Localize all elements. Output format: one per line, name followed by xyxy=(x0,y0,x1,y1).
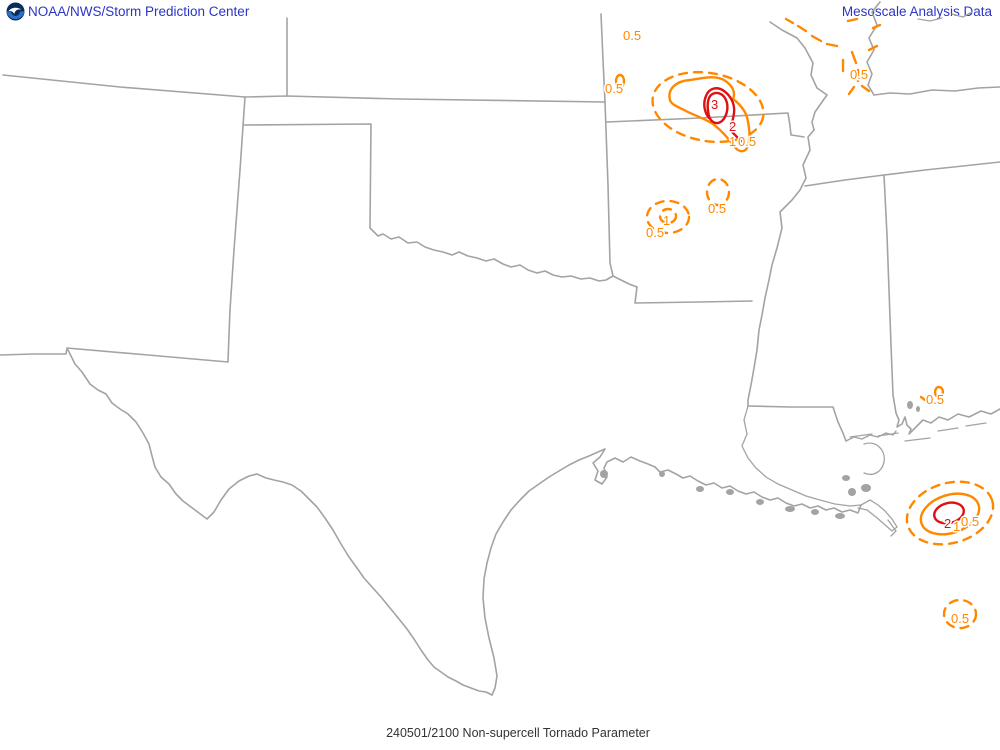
contour-label: 2 xyxy=(944,516,951,531)
contours-dashed-05 xyxy=(645,17,995,630)
contours-solid xyxy=(614,73,981,536)
contour-label: 1 xyxy=(663,213,670,228)
map-caption: 240501/2100 Non-supercell Tornado Parame… xyxy=(386,726,650,740)
contour-label: 0.5 xyxy=(850,67,868,82)
site-title: NOAA/NWS/Storm Prediction Center xyxy=(28,4,250,19)
contour-label: 0.5 xyxy=(646,225,664,240)
coastal-marsh-blobs xyxy=(600,401,920,519)
state-borders xyxy=(0,1,1000,696)
contour-label: 0.5 xyxy=(623,28,641,43)
noaa-logo-icon xyxy=(6,2,25,21)
contour-label: 1 xyxy=(729,134,736,149)
contour-label: 3 xyxy=(711,97,718,112)
contour-label: 0.5 xyxy=(605,81,623,96)
contour-label: 0.5 xyxy=(738,134,756,149)
contour-label: 1 xyxy=(953,519,960,534)
contour-label: 0.5 xyxy=(926,392,944,407)
contour-label: 2 xyxy=(729,119,736,134)
contour-label: 0.5 xyxy=(961,514,979,529)
contour-label: 0.5 xyxy=(708,201,726,216)
contour-label: 0.5 xyxy=(951,611,969,626)
